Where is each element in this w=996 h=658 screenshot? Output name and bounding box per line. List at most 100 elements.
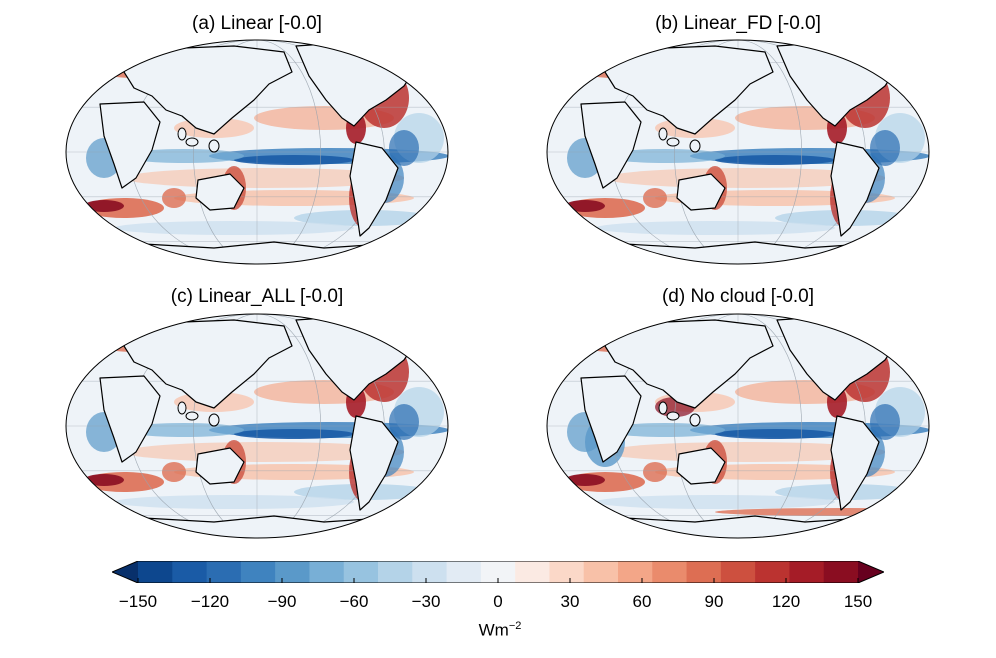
anomaly-region [234,155,354,165]
colorbar [112,561,884,583]
continent-outline [99,375,161,463]
colorbar-extend-high [858,561,884,583]
map-panel-b [546,39,930,265]
island-outline [899,85,911,95]
anomaly-region [565,474,605,486]
continent-outline [349,415,399,511]
colorbar-swatch [789,561,825,583]
colorbar-swatch [378,561,413,583]
map-border [65,39,449,265]
colorbar-swatch [618,561,653,583]
graticule-line [674,40,802,264]
anomaly-region [595,495,835,509]
colorbar-swatch [549,561,585,583]
colorbar-swatch [515,561,551,583]
anomaly-region [605,442,885,462]
colorbar-swatch [446,561,482,583]
colorbar-swatch [652,561,688,583]
anomaly-region [162,188,186,208]
graticule-line [193,40,321,264]
map-border [546,313,930,539]
continent-outline [676,173,726,211]
colorbar-tick-label: −120 [190,592,230,611]
continent-outline [123,319,293,409]
continent-outline [580,375,642,463]
anomaly-region [124,442,404,462]
island-outline [208,413,220,427]
colorbar-tick-label: −90 [267,592,297,611]
colorbar-tick-label: 0 [493,592,503,611]
anomaly-region [870,404,900,440]
map-panel-c [65,313,449,539]
island-outline [177,401,187,415]
island-outline [418,359,430,369]
anomaly-region [114,221,354,235]
anomaly-region [605,168,885,188]
colorbar-swatch [309,561,345,583]
continent-outline [66,241,448,264]
continent-outline [874,317,906,337]
colorbar-tick-label: 30 [560,592,580,611]
anomaly-region [643,188,667,208]
colorbar-extend-low [112,561,138,583]
panel-title-a: (a) Linear [-0.0] [192,13,322,34]
anomaly-region [84,474,124,486]
colorbar-swatch [480,561,516,583]
anomaly-region [389,130,419,166]
anomaly-region [124,168,404,188]
island-outline [177,127,187,141]
colorbar-swatch [138,561,173,583]
anomaly-region [84,200,124,212]
island-outline [666,137,680,147]
anomaly-region [162,462,186,482]
colorbar-swatch [755,561,791,583]
island-outline [666,411,680,421]
colorbar-swatch [686,561,722,583]
island-outline [185,411,199,421]
graticule-line [674,314,802,538]
colorbar-swatch [240,561,276,583]
colorbar-tick-label: −60 [339,592,369,611]
colorbar-tick-label: −150 [118,592,158,611]
anomaly-region [595,221,835,235]
colorbar-swatch [412,561,448,583]
island-outline [418,85,430,95]
colorbar-tick-label: 120 [771,592,801,611]
island-outline [658,401,668,415]
map-border [546,39,930,265]
anomaly-region [389,404,419,440]
continent-outline [580,101,642,189]
island-outline [658,127,668,141]
island-outline [689,139,701,153]
continent-outline [393,317,425,337]
anomaly-region [234,429,354,439]
continent-outline [604,319,774,409]
anomaly-region [643,462,667,482]
colorbar-swatch [720,561,756,583]
colorbar-tick-label: 60 [632,592,652,611]
anomaly-region [870,130,900,166]
continent-outline [66,515,448,538]
continent-outline [547,515,929,538]
map-panel-d [546,313,930,539]
anomaly-region [715,429,835,439]
anomaly-region [114,495,354,509]
colorbar-swatch [823,561,859,583]
island-outline [689,413,701,427]
continent-outline [349,141,399,237]
continent-outline [547,241,929,264]
colorbar-swatch [172,561,208,583]
panel-title-c: (c) Linear_ALL [-0.0] [170,286,344,307]
continent-outline [874,43,906,63]
continent-outline [393,43,425,63]
colorbar-unit-label: Wm−2 [478,620,522,640]
colorbar-tick-label: 150 [843,592,873,611]
continent-outline [195,447,245,485]
panel-title-b: (b) Linear_FD [-0.0] [655,13,821,34]
colorbar-swatch [275,561,311,583]
colorbar-tick-label: 90 [704,592,724,611]
anomaly-region [715,155,835,165]
continent-outline [830,415,880,511]
colorbar-tick-label: −30 [411,592,441,611]
island-outline [208,139,220,153]
